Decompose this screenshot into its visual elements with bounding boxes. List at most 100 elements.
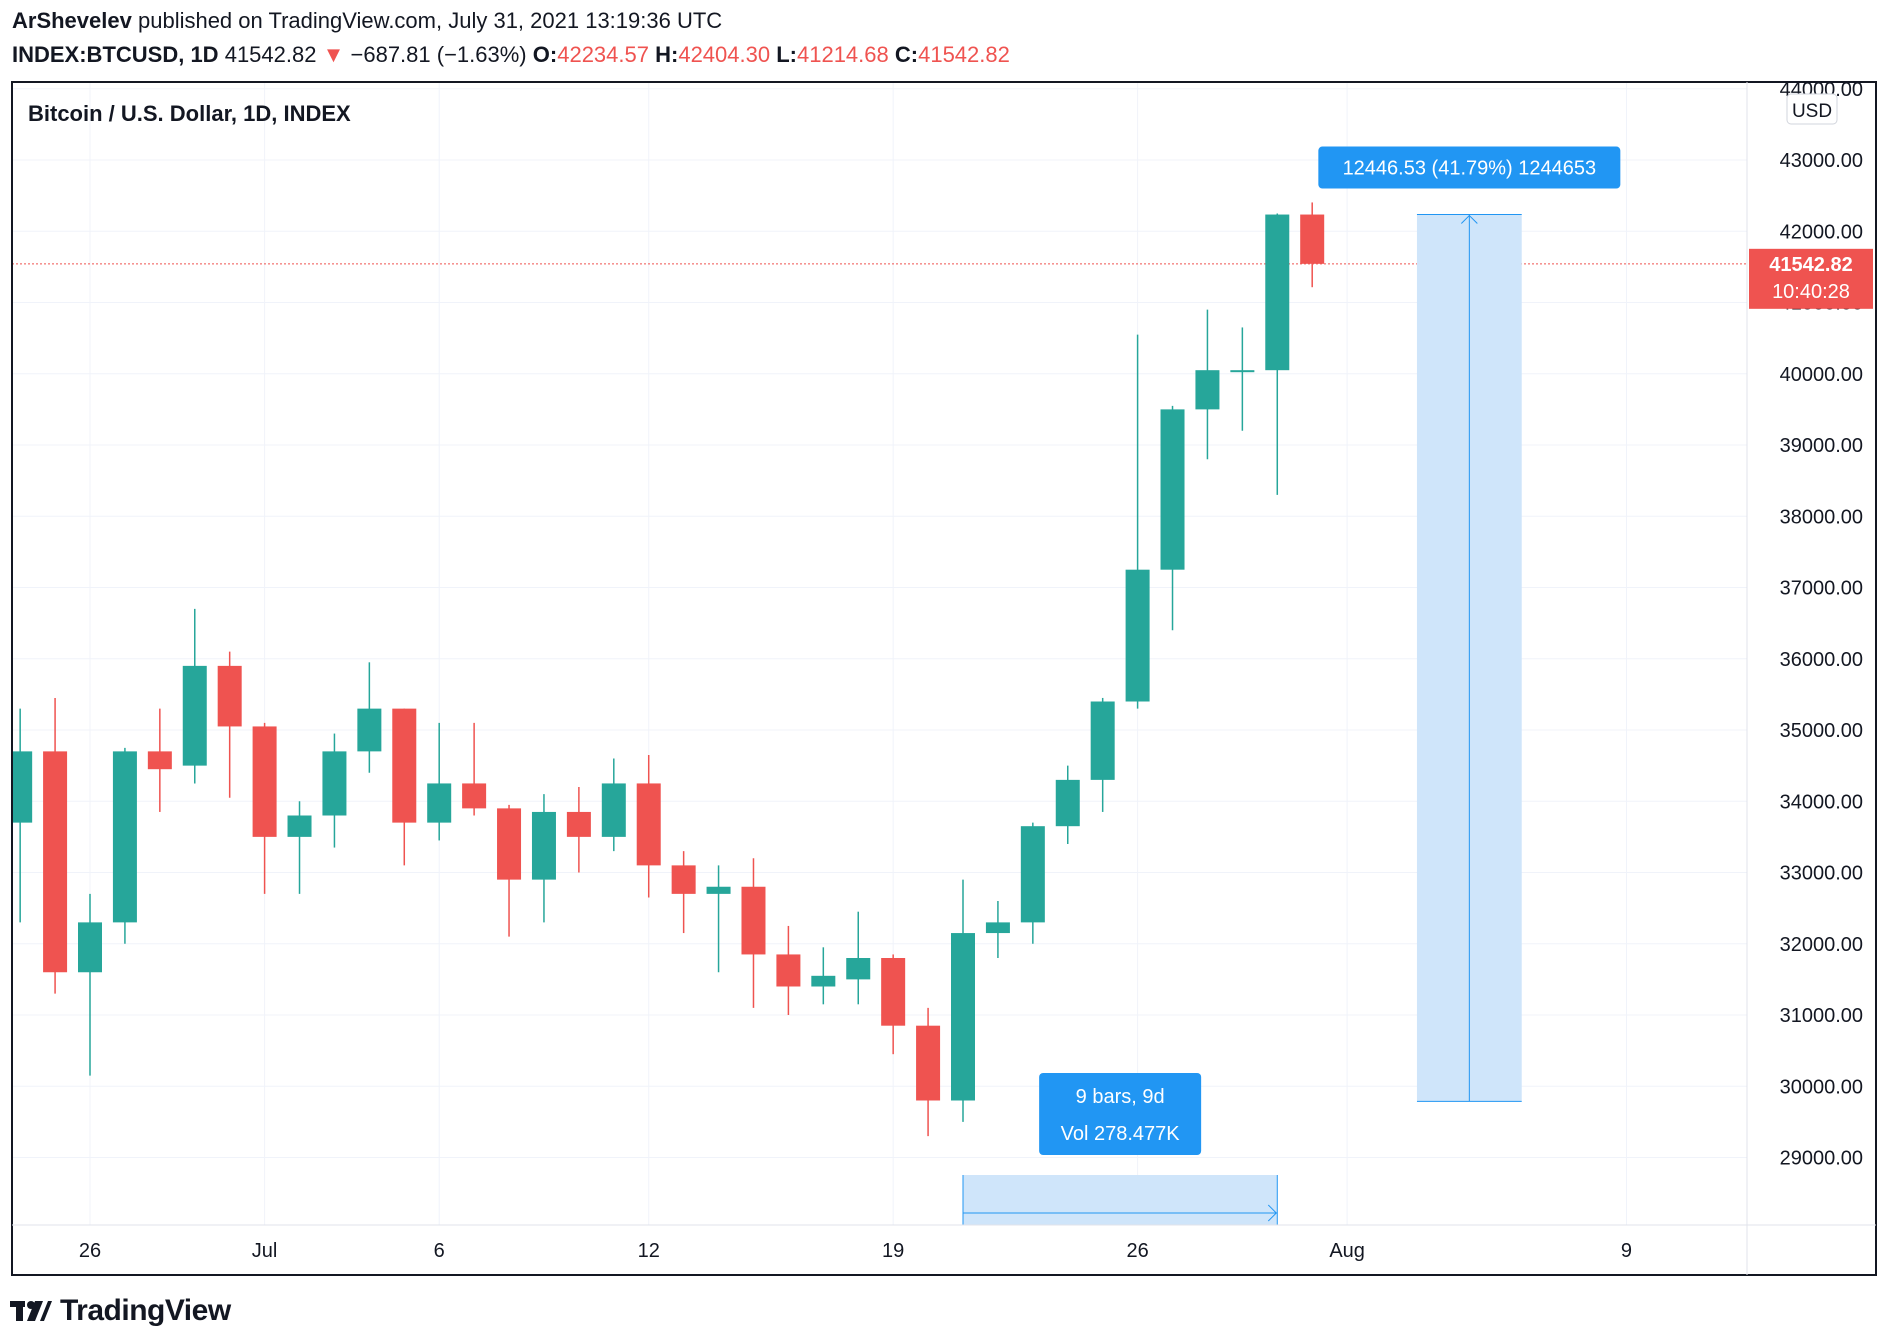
price-tick-label: 37000.00 [1780, 578, 1863, 600]
candle-down[interactable] [147, 708, 172, 812]
price-tick-label: 36000.00 [1780, 649, 1863, 671]
candle-down[interactable] [462, 722, 487, 816]
last-price: 41542.82 [224, 42, 317, 67]
chart-title: Bitcoin / U.S. Dollar, 1D, INDEX [28, 101, 351, 126]
candle-up[interactable] [357, 662, 382, 773]
price-range-arrow-head-icon [1460, 214, 1478, 224]
candle-down[interactable] [217, 651, 242, 798]
candle-body [182, 665, 207, 766]
candle-body [497, 808, 522, 880]
candle-body [566, 811, 591, 837]
publish-info: ArShevelev published on TradingView.com,… [12, 8, 722, 34]
candle-body [1020, 826, 1045, 923]
candle-down[interactable] [497, 804, 522, 937]
price-tick-label: 32000.00 [1780, 934, 1863, 956]
candle-up[interactable] [951, 879, 975, 1122]
tradingview-logo[interactable]: TradingView [10, 1294, 231, 1328]
date-tick-label: 12 [638, 1240, 660, 1262]
down-arrow-icon: ▼ [322, 42, 345, 67]
candle-up[interactable] [1090, 697, 1115, 812]
candle-up[interactable] [601, 758, 626, 852]
candle-up[interactable] [427, 722, 452, 841]
candle-up[interactable] [706, 865, 731, 973]
candle-body [531, 811, 556, 880]
candle-up[interactable] [1265, 213, 1290, 495]
candle-down[interactable] [741, 858, 766, 1008]
currency-badge[interactable]: USD [1786, 93, 1838, 125]
price-tick-label: 33000.00 [1780, 863, 1863, 885]
candle-up[interactable] [1020, 822, 1045, 944]
candle-up[interactable] [112, 747, 137, 944]
candle-down[interactable] [636, 754, 661, 898]
candle-down[interactable] [252, 722, 277, 894]
candle-body [1125, 569, 1150, 702]
candle-up[interactable] [1230, 327, 1255, 431]
candle-down[interactable] [881, 954, 906, 1055]
candle-down[interactable] [776, 925, 801, 1015]
candle-body [1230, 370, 1255, 373]
date-range-volume-text: Vol 278.477K [1061, 1123, 1181, 1145]
price-tick-label: 34000.00 [1780, 791, 1863, 813]
last-price-tag: 41542.82 10:40:28 [1749, 248, 1873, 309]
candle-up[interactable] [78, 893, 102, 1076]
date-range-arrow-head-icon [1267, 1204, 1277, 1222]
candle-body [846, 958, 871, 980]
price-range-tool[interactable] [1416, 214, 1522, 1102]
candle-up[interactable] [811, 947, 836, 1005]
candle-up[interactable] [1125, 334, 1150, 709]
candle-down[interactable] [916, 1007, 941, 1137]
candle-down[interactable] [671, 851, 696, 934]
candles-layer [8, 202, 1325, 1137]
candle-body [322, 751, 347, 816]
date-range-label: 9 bars, 9d Vol 278.477K [1039, 1073, 1202, 1155]
date-range-tool[interactable] [962, 1175, 1278, 1226]
candle-body [811, 975, 836, 987]
price-tick-label: 40000.00 [1780, 364, 1863, 386]
price-tick-label: 39000.00 [1780, 435, 1863, 457]
candle-up[interactable] [182, 608, 207, 784]
candle-body [43, 751, 68, 973]
candle-up[interactable] [287, 801, 312, 894]
candle-body [217, 665, 242, 727]
candle-body [12, 751, 33, 823]
date-tick-label: 26 [79, 1240, 101, 1262]
price-tick-label: 31000.00 [1780, 1005, 1863, 1027]
price-axis[interactable]: 44000.0043000.0042000.0041000.0040000.00… [1780, 79, 1863, 1170]
candle-up[interactable] [846, 911, 871, 1005]
symbol-name: INDEX:BTCUSD, 1D [12, 42, 219, 67]
symbol-info-bar: INDEX:BTCUSD, 1D 41542.82 ▼ −687.81 (−1.… [12, 42, 1010, 68]
candle-body [776, 954, 801, 987]
candle-down[interactable] [1300, 202, 1325, 288]
candle-down[interactable] [566, 787, 591, 873]
candle-up[interactable] [322, 733, 347, 848]
candle-body [147, 751, 172, 770]
candle-body [357, 708, 382, 752]
bar-countdown: 10:40:28 [1772, 281, 1850, 303]
candle-body [706, 886, 731, 894]
candle-up[interactable] [531, 794, 556, 923]
open-value: 42234.57 [557, 42, 649, 67]
candle-up[interactable] [1055, 765, 1080, 844]
plot-area[interactable] [8, 202, 1747, 1226]
price-tick-label: 42000.00 [1780, 221, 1863, 243]
candle-up[interactable] [1160, 405, 1185, 631]
published-text: published on TradingView.com, July 31, 2… [137, 8, 723, 33]
time-axis[interactable]: 26 Jul 6 12 19 26 Aug 9 [79, 1240, 1632, 1262]
close-value: 41542.82 [918, 42, 1010, 67]
price-tick-label: 29000.00 [1780, 1148, 1863, 1170]
date-tick-label: 19 [882, 1240, 904, 1262]
close-label: C: [894, 42, 919, 67]
candle-down[interactable] [392, 708, 417, 866]
price-tick-label: 38000.00 [1780, 506, 1863, 528]
candle-body [881, 958, 906, 1026]
author-name[interactable]: ArShevelev [12, 8, 132, 33]
candle-up[interactable] [8, 708, 33, 923]
brand-name: TradingView [60, 1294, 231, 1327]
date-tick-label: Aug [1329, 1240, 1365, 1262]
date-range-area [963, 1175, 1278, 1225]
candle-body [287, 815, 312, 837]
candle-down[interactable] [43, 697, 68, 994]
candle-up[interactable] [1195, 309, 1220, 460]
candle-up[interactable] [985, 901, 1010, 958]
